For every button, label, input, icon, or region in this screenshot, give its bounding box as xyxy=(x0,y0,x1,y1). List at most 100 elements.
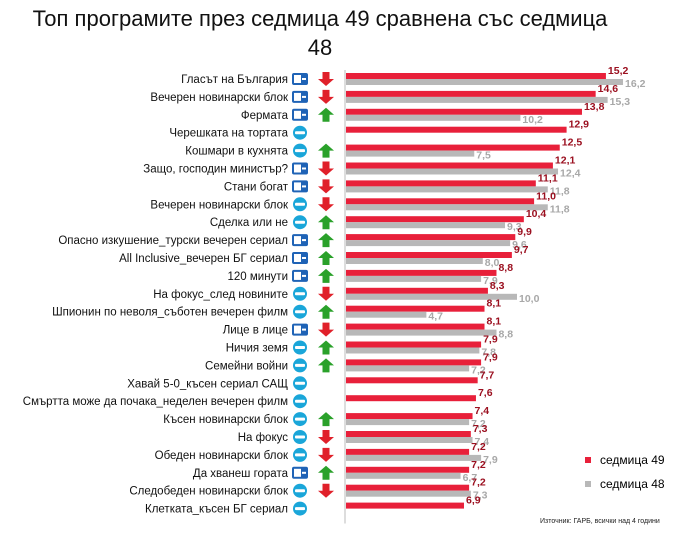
btv-logo-mark xyxy=(294,164,301,173)
btv-logo-mark xyxy=(294,468,301,477)
category-label: На фокус_след новините xyxy=(153,289,288,301)
bar-week49 xyxy=(346,108,582,115)
arrow-up-icon xyxy=(318,340,334,355)
bar-week48 xyxy=(346,240,511,247)
btv-logo-mark xyxy=(302,113,306,116)
nova-logo-mark xyxy=(295,149,305,153)
arrow-up-icon xyxy=(318,268,334,283)
bar-week49 xyxy=(346,323,485,330)
btv-logo-mark xyxy=(302,471,306,474)
legend-swatch-week48 xyxy=(585,481,591,487)
value-label-week49: 14,6 xyxy=(598,83,619,95)
value-label-week48: 8,0 xyxy=(485,257,500,269)
value-label-week49: 8,8 xyxy=(498,262,513,274)
value-label-week49: 7,2 xyxy=(471,459,486,471)
nova-logo-mark xyxy=(295,489,305,493)
bar-week49 xyxy=(346,198,535,205)
value-label-week48: 7,8 xyxy=(481,347,496,359)
nova-logo-mark xyxy=(295,417,305,421)
bar-week48 xyxy=(346,454,482,461)
value-label-week49: 7,2 xyxy=(471,477,486,489)
bar-week48 xyxy=(346,79,624,85)
value-label-week48: 9,3 xyxy=(507,221,522,233)
btv-logo-mark xyxy=(294,110,301,119)
nova-logo-mark xyxy=(295,363,305,367)
legend-label-week49: седмица 49 xyxy=(600,453,665,467)
bar-week49 xyxy=(346,269,497,276)
legend-item-week48: седмица 48 xyxy=(585,472,665,496)
btv-logo-mark xyxy=(294,325,301,334)
value-label-week49: 11,1 xyxy=(538,172,558,184)
nova-logo-mark xyxy=(295,131,305,135)
category-label: Да хванеш гората xyxy=(193,468,289,480)
bar-week49 xyxy=(346,431,471,437)
bar-week48 xyxy=(346,258,483,264)
value-label-week48: 7,3 xyxy=(473,490,488,502)
category-label: Хавай 5-0_късен сериал САЩ xyxy=(127,378,288,390)
bar-week48 xyxy=(346,275,482,282)
value-label-week49: 12,5 xyxy=(562,137,583,149)
value-label-week48: 7,9 xyxy=(483,454,498,466)
bar-week49 xyxy=(346,466,470,473)
nova-logo-mark xyxy=(295,220,305,224)
category-label: Лице в лице xyxy=(223,325,288,337)
bar-week48 xyxy=(346,311,427,318)
btv-logo-mark xyxy=(302,95,306,98)
arrow-down-icon xyxy=(318,322,334,337)
value-label-week49: 7,2 xyxy=(471,441,486,453)
value-label-week49: 7,7 xyxy=(480,369,495,381)
arrow-down-icon xyxy=(318,179,334,194)
bar-week49 xyxy=(346,90,596,97)
category-label: Черешката на тортата xyxy=(169,128,288,140)
value-label-week48: 7,4 xyxy=(475,436,490,448)
bar-week49 xyxy=(346,144,560,151)
btv-logo-mark xyxy=(294,75,301,83)
arrow-up-icon xyxy=(318,233,334,248)
value-label-week49: 12,1 xyxy=(555,155,576,167)
category-label: 120 минути xyxy=(227,271,288,283)
category-label: Защо, господин министър? xyxy=(143,164,288,176)
btv-logo-mark xyxy=(294,182,301,191)
category-label: На фокус xyxy=(238,432,289,444)
value-label-week49: 7,9 xyxy=(483,351,498,363)
arrow-up-icon xyxy=(318,358,334,373)
bar-week48 xyxy=(346,329,497,336)
arrow-up-icon xyxy=(318,251,334,265)
category-label: Ничия земя xyxy=(226,343,288,355)
value-label-week49: 11,0 xyxy=(536,190,556,202)
legend-label-week48: седмица 48 xyxy=(600,477,665,491)
value-label-week49: 10,4 xyxy=(526,208,547,220)
category-label: Клетката_късен БГ сериал xyxy=(145,504,288,516)
nova-logo-mark xyxy=(295,346,305,349)
bar-week48 xyxy=(346,293,517,300)
bar-week49 xyxy=(346,287,488,294)
arrow-down-icon xyxy=(318,197,334,212)
value-label-week49: 13,8 xyxy=(584,101,605,113)
chart-title: Топ програмите през седмица 49 сравнена … xyxy=(32,6,608,60)
legend: седмица 49 седмица 48 xyxy=(585,448,665,496)
value-label-week49: 6,9 xyxy=(466,495,481,507)
btv-logo-mark xyxy=(302,239,306,242)
btv-logo-mark xyxy=(302,78,306,80)
category-label: Вечерен новинарски блок xyxy=(150,92,289,104)
category-label: Сделка или не xyxy=(210,217,288,229)
bar-week48 xyxy=(346,472,461,479)
btv-logo-mark xyxy=(302,257,306,259)
value-label-week48: 10,2 xyxy=(522,114,543,126)
category-label: Гласът на България xyxy=(181,74,288,86)
bar-week48 xyxy=(346,186,548,193)
bar-week48 xyxy=(346,204,548,211)
bar-week48 xyxy=(346,437,473,443)
value-label-week48: 7,2 xyxy=(471,418,486,430)
btv-logo-mark xyxy=(294,254,301,262)
value-label-week48: 12,4 xyxy=(560,168,581,180)
arrow-up-icon xyxy=(318,215,334,230)
value-label-week48: 7,5 xyxy=(476,150,491,162)
arrow-up-icon xyxy=(318,412,334,427)
btv-logo-mark xyxy=(294,92,301,101)
category-label: Шпионин по неволя_съботен вечерен филм xyxy=(52,307,288,319)
category-label: Семейни войни xyxy=(205,360,288,372)
arrow-down-icon xyxy=(318,89,334,104)
value-label-week48: 15,3 xyxy=(610,96,631,108)
arrow-down-icon xyxy=(318,161,334,176)
